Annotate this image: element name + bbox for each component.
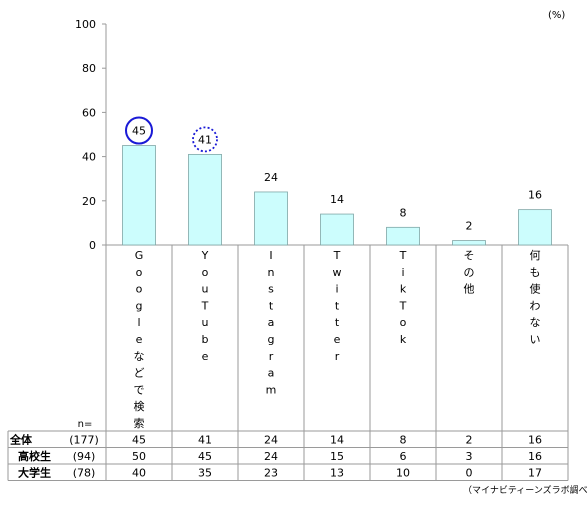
table-row-label: 高校生 [18, 449, 51, 463]
y-tick-label: 0 [89, 239, 96, 252]
n-label: n= [78, 419, 93, 430]
highlight-circle [192, 126, 218, 153]
table-cell: 35 [198, 466, 212, 479]
bar [188, 153, 222, 246]
bar [452, 240, 486, 246]
bar [320, 213, 354, 246]
bar [518, 209, 552, 246]
bar [386, 226, 420, 246]
data-table: n= 全体 (177) 45 41 24 14 8 2 16 高校生 (94) 50 45 24 15 6 3 16… [7, 245, 569, 481]
bar-value-label: 24 [264, 171, 278, 184]
table-row-n: (78) [73, 466, 96, 479]
table-cell: 50 [132, 450, 146, 463]
table-cell: 13 [330, 466, 344, 479]
table-cell: 0 [466, 466, 473, 479]
table-cell: 16 [528, 433, 542, 446]
table-cell: 2 [466, 433, 473, 446]
axes: 0 20 40 60 80 100 [75, 18, 568, 252]
bar [122, 145, 156, 246]
y-tick-label: 40 [82, 151, 96, 164]
table-row-label: 全体 [9, 432, 33, 446]
table-cell: 45 [198, 450, 212, 463]
table-cell: 24 [264, 433, 278, 446]
y-tick-label: 80 [82, 62, 96, 75]
table-row-n: (177) [69, 433, 99, 446]
table-cell: 16 [528, 450, 542, 463]
bar-value-label: 45 [132, 125, 146, 138]
bars: 45 41 24 14 8 2 16 [122, 116, 552, 246]
table-cell: 24 [264, 450, 278, 463]
highlight-circle [125, 116, 153, 145]
table-cell: 8 [400, 433, 407, 446]
table-cell: 3 [466, 450, 473, 463]
bar-value-label: 14 [330, 193, 344, 206]
table-cell: 14 [330, 433, 344, 446]
table-cell: 17 [528, 466, 542, 479]
unit-label: (%) [548, 10, 566, 21]
bar-value-label: 16 [528, 189, 542, 202]
y-tick-label: 100 [75, 18, 96, 31]
y-tick-label: 20 [82, 195, 96, 208]
y-tick-label: 60 [82, 106, 96, 119]
source-note: （マイナビティーンズラボ調べ） [463, 486, 588, 496]
table-cell: 6 [400, 450, 407, 463]
bar-value-label: 8 [400, 206, 407, 219]
table-cell: 40 [132, 466, 146, 479]
table-cell: 41 [198, 433, 212, 446]
table-row-label: 大学生 [18, 465, 51, 479]
table-cell: 10 [396, 466, 410, 479]
table-cell: 23 [264, 466, 278, 479]
table-cell: 45 [132, 433, 146, 446]
category-label: その他 [464, 249, 475, 296]
bar-value-label: 2 [466, 220, 473, 233]
table-row-n: (94) [73, 450, 96, 463]
bar [254, 191, 288, 246]
category-label: 何も使わない [530, 249, 541, 346]
table-cell: 15 [330, 450, 344, 463]
bar-value-label: 41 [198, 133, 212, 146]
